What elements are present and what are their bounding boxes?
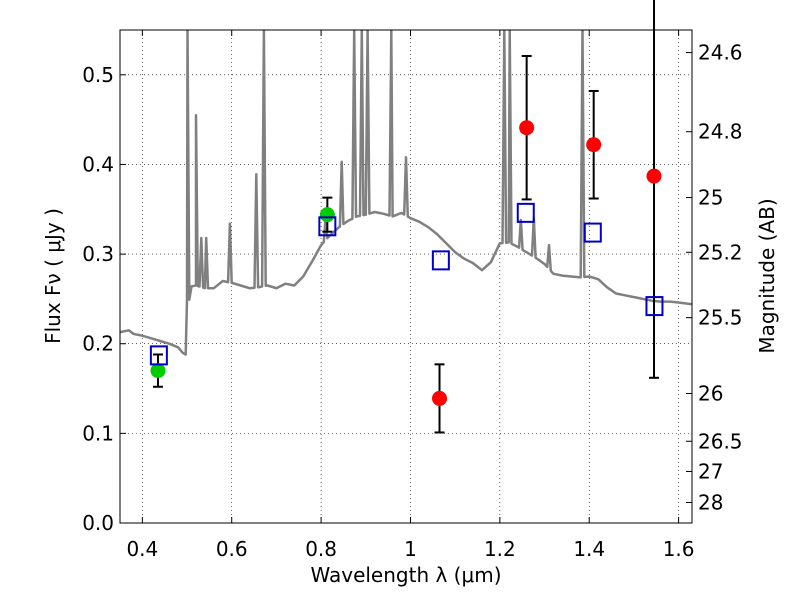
- model-band-square: [516, 202, 535, 223]
- data-markers: [149, 0, 664, 434]
- plot-frame: [119, 29, 693, 524]
- right-tick-label: 28: [698, 490, 723, 514]
- x-tick-label: 0.4: [126, 537, 158, 561]
- right-tick-label: 25.2: [698, 240, 743, 264]
- right-tick-label: 26.5: [698, 429, 743, 453]
- right-tick-label: 24.6: [698, 41, 743, 65]
- x-tick-label: 1.2: [484, 537, 516, 561]
- x-tick-label: 0.8: [305, 537, 337, 561]
- model-band-square: [431, 250, 450, 271]
- plot-area: [120, 30, 692, 356]
- data-point: [646, 168, 662, 184]
- data-point: [432, 390, 448, 406]
- model-band-square: [149, 345, 168, 366]
- model-spectrum-line: [120, 30, 692, 356]
- data-point: [586, 137, 602, 153]
- x-tick-label: 1.6: [663, 537, 695, 561]
- x-tick-label: 1.4: [573, 537, 605, 561]
- right-tick-label: 24.8: [698, 120, 743, 144]
- y-tick-label: 0.2: [82, 332, 114, 356]
- y-tick-label: 0.5: [82, 63, 114, 87]
- data-point: [519, 120, 535, 136]
- model-band-square: [318, 216, 337, 237]
- right-tick-label: 25: [698, 186, 723, 210]
- y-axis-label: Flux Fν ( μJy ): [41, 208, 65, 344]
- right-tick-label: 26: [698, 381, 723, 405]
- right-tick-label: 27: [698, 459, 723, 483]
- data-point: [319, 207, 335, 223]
- x-axis-label: Wavelength λ (μm): [310, 563, 501, 587]
- y-tick-label: 0.3: [82, 242, 114, 266]
- data-point: [150, 363, 166, 379]
- y-tick-label: 0.0: [82, 511, 114, 535]
- y-tick-label: 0.4: [82, 152, 114, 176]
- x-tick-label: 0.6: [216, 537, 248, 561]
- y-axis-right-label: Magnitude (AB): [755, 198, 779, 353]
- x-tick-label: 1: [404, 537, 417, 561]
- axis-ticks: 0.4 0.6 0.8 1 1.2 1.4 1.6 0.0 0.1 0.2 0.3 0.4 0.5 24.…: [82, 30, 743, 561]
- y-tick-label: 0.1: [82, 421, 114, 445]
- model-band-square: [645, 296, 664, 317]
- right-tick-label: 25.5: [698, 306, 743, 330]
- model-band-square: [583, 222, 602, 243]
